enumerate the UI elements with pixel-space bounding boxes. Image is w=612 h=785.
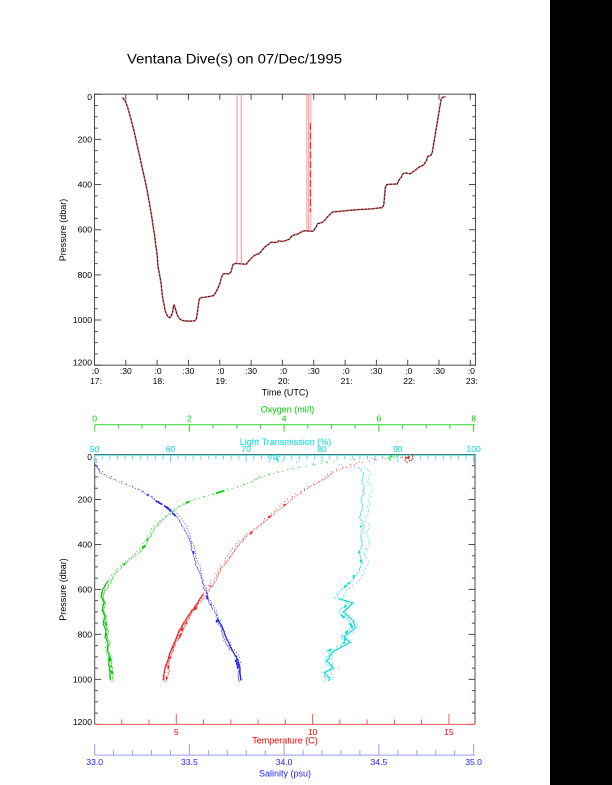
svg-text:34.0: 34.0: [276, 757, 293, 767]
svg-text:1000: 1000: [73, 315, 92, 325]
svg-text:5: 5: [174, 727, 179, 737]
svg-text:33.5: 33.5: [181, 757, 198, 767]
svg-text:400: 400: [78, 180, 93, 190]
svg-text:33.0: 33.0: [86, 757, 103, 767]
svg-text:0: 0: [92, 414, 97, 424]
svg-text:Light Transmission (%): Light Transmission (%): [240, 437, 332, 447]
svg-text::0: :0: [155, 366, 162, 376]
svg-text:18:: 18:: [153, 376, 165, 386]
svg-text:80: 80: [317, 444, 327, 454]
svg-text:19:: 19:: [215, 376, 227, 386]
svg-text:Temperature (C): Temperature (C): [252, 736, 318, 746]
svg-text:50: 50: [90, 444, 100, 454]
svg-text::30: :30: [370, 366, 382, 376]
svg-text::0: :0: [92, 366, 99, 376]
svg-text:1200: 1200: [73, 717, 92, 727]
svg-text:34.5: 34.5: [371, 757, 388, 767]
svg-text:Oxygen (ml/l): Oxygen (ml/l): [261, 404, 315, 414]
svg-text::0: :0: [217, 366, 224, 376]
svg-text:Time (UTC): Time (UTC): [262, 388, 309, 398]
svg-text::0: :0: [343, 366, 350, 376]
svg-text:60: 60: [166, 444, 176, 454]
svg-text:1000: 1000: [73, 674, 92, 684]
svg-text::0: :0: [468, 366, 475, 376]
svg-text:600: 600: [78, 584, 93, 594]
svg-text:22:: 22:: [403, 376, 415, 386]
svg-text:70: 70: [241, 444, 251, 454]
svg-text:21:: 21:: [341, 376, 353, 386]
svg-text:Salinity (psu): Salinity (psu): [259, 769, 311, 779]
svg-text:200: 200: [78, 495, 93, 505]
svg-text:17:: 17:: [90, 376, 102, 386]
svg-text:200: 200: [78, 134, 93, 144]
svg-text:400: 400: [78, 539, 93, 549]
svg-text:8: 8: [471, 414, 476, 424]
svg-text:800: 800: [78, 270, 93, 280]
svg-text::0: :0: [280, 366, 287, 376]
svg-text:0: 0: [87, 452, 92, 462]
svg-text:Pressure (dbar): Pressure (dbar): [58, 199, 68, 262]
svg-text:10: 10: [308, 727, 318, 737]
svg-text:Ventana Dive(s) on 07/Dec/1995: Ventana Dive(s) on 07/Dec/1995: [127, 52, 342, 67]
svg-text:800: 800: [78, 629, 93, 639]
svg-text::30: :30: [433, 366, 445, 376]
svg-text:600: 600: [78, 225, 93, 235]
svg-text:90: 90: [393, 444, 403, 454]
svg-text:1200: 1200: [73, 358, 92, 368]
svg-text:20:: 20:: [278, 376, 290, 386]
svg-text:23:: 23:: [466, 376, 478, 386]
svg-text::0: :0: [405, 366, 412, 376]
svg-text:6: 6: [377, 414, 382, 424]
svg-text:4: 4: [282, 414, 287, 424]
svg-text::30: :30: [120, 366, 132, 376]
svg-text:Pressure (dbar): Pressure (dbar): [58, 558, 68, 621]
svg-text:35.0: 35.0: [465, 757, 482, 767]
svg-text:15: 15: [444, 727, 454, 737]
svg-text:2: 2: [187, 414, 192, 424]
svg-text::30: :30: [245, 366, 257, 376]
svg-text:100: 100: [466, 444, 481, 454]
svg-text:0: 0: [87, 92, 92, 102]
svg-text::30: :30: [308, 366, 320, 376]
svg-text::30: :30: [183, 366, 195, 376]
